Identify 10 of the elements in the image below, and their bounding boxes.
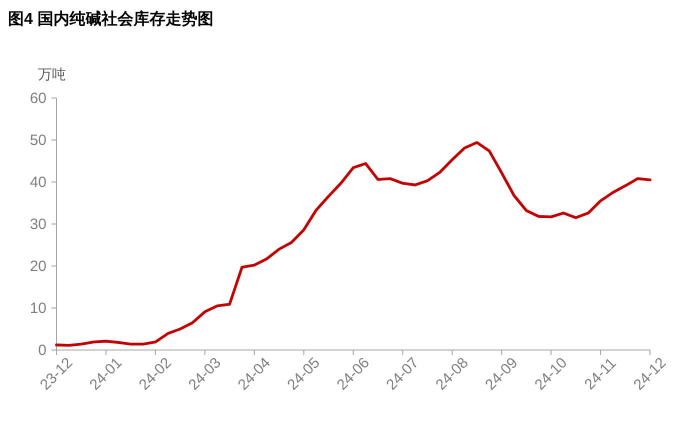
y-tick-label: 50 xyxy=(30,132,46,149)
y-tick-label: 30 xyxy=(30,216,46,233)
y-tick-label: 10 xyxy=(30,300,46,317)
y-axis-title: 万吨 xyxy=(38,66,66,82)
line-series xyxy=(55,141,652,347)
y-tick-label: 40 xyxy=(30,174,46,191)
y-tick-label: 60 xyxy=(30,90,46,107)
y-tick-label: 0 xyxy=(38,342,46,359)
y-tick-label: 20 xyxy=(30,258,46,275)
chart-title: 图4 国内纯碱社会库存走势图 xyxy=(8,10,214,28)
